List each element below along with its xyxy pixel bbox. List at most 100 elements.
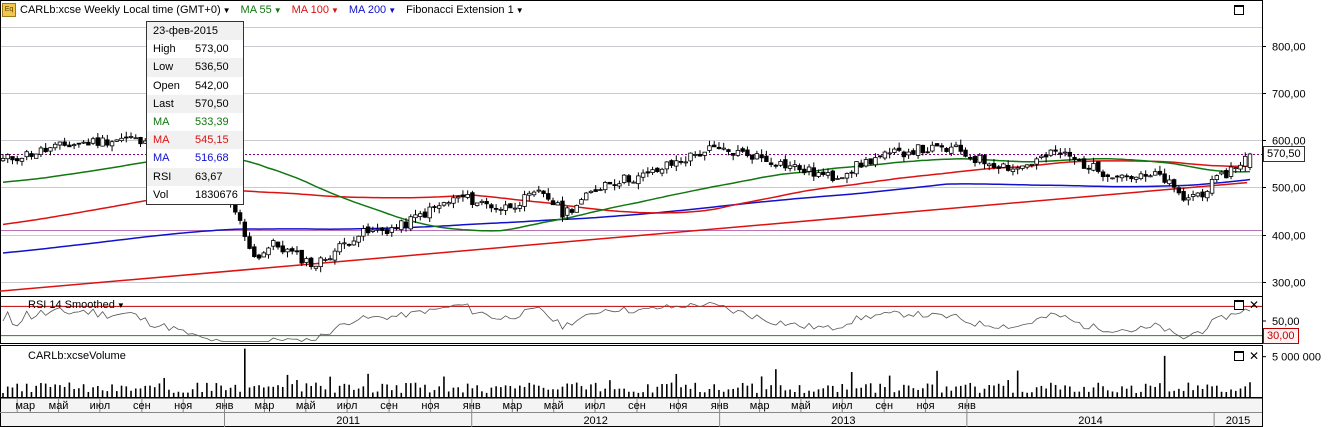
fibonacci-legend[interactable]: Fibonacci Extension 1 ▼ — [406, 4, 524, 16]
candle-body — [1181, 191, 1186, 201]
candle-body — [356, 235, 361, 243]
price-tick-label: 300,00 — [1272, 278, 1306, 290]
info-date: 23-фев-2015 — [147, 22, 243, 41]
info-row: Open 542,00 — [147, 77, 243, 95]
candle-body — [1247, 153, 1253, 168]
price-tick-label: 700,00 — [1272, 89, 1306, 101]
candle-body — [10, 156, 15, 161]
candle-body — [669, 160, 674, 166]
candle-body — [972, 155, 978, 164]
candle-body — [508, 203, 513, 209]
candle-body — [327, 258, 333, 261]
candle-body — [1096, 161, 1101, 172]
close-volume-panel-icon[interactable]: ✕ — [1249, 349, 1260, 363]
month-label: май — [49, 400, 69, 412]
chevron-down-icon: ▼ — [222, 5, 231, 15]
candle-body — [1015, 167, 1020, 170]
info-row: MA 533,39 — [147, 113, 243, 131]
rsi-label: RSI 14 Smoothed — [28, 299, 115, 311]
candle-body — [308, 257, 314, 267]
month-label: мар — [15, 400, 35, 412]
candle-body — [90, 138, 96, 144]
candle-body — [1152, 171, 1158, 176]
maximize-rsi-panel-icon[interactable] — [1234, 300, 1244, 310]
candle-body — [48, 147, 53, 152]
candle-body — [403, 221, 409, 228]
candle-body — [565, 207, 570, 216]
ohlc-info-box: 23-фев-2015 High 573,00 Low 536,50 Open 542,0… — [146, 21, 244, 205]
candle-body — [1086, 167, 1091, 170]
ma100-legend[interactable]: MA 100 ▼ — [292, 4, 339, 16]
ma200-line — [2, 178, 1251, 254]
candle-body — [237, 212, 243, 221]
candle-body — [441, 202, 447, 206]
candle-body — [1091, 163, 1096, 171]
candle-body — [389, 227, 394, 233]
last-price-tag: 570,50 — [1263, 146, 1305, 163]
symbol-selector[interactable]: Eq CARLb:xcse Weekly Local time (GMT+0) … — [2, 3, 231, 17]
candle-body — [849, 171, 854, 174]
candle-body — [1224, 170, 1229, 179]
candle-body — [797, 165, 802, 171]
candle-body — [1214, 175, 1220, 180]
info-row: Low 536,50 — [147, 58, 243, 77]
candle-body — [968, 156, 973, 159]
candle-body — [1034, 158, 1039, 165]
candle-body — [1233, 167, 1238, 169]
info-value: 542,00 — [195, 79, 229, 92]
candle-body — [745, 149, 750, 157]
candle-body — [877, 155, 883, 158]
candle-body — [517, 205, 523, 209]
candle-body — [133, 137, 138, 140]
candle-body — [275, 241, 281, 248]
candle-body — [816, 172, 821, 177]
candle-body — [1077, 159, 1082, 161]
candle-body — [636, 175, 641, 185]
candle-body — [863, 159, 869, 167]
info-value: 1830676 — [195, 188, 238, 201]
candle-body — [626, 175, 632, 183]
candle-body — [1001, 163, 1006, 168]
candle-body — [825, 172, 831, 176]
candle-body — [896, 147, 902, 151]
ma200-legend[interactable]: MA 200 ▼ — [349, 4, 396, 16]
info-key: Low — [153, 61, 174, 74]
candle-body — [1005, 164, 1011, 171]
maximize-price-panel-icon[interactable] — [1234, 5, 1244, 15]
month-label: сен — [133, 400, 151, 412]
candle-body — [432, 206, 437, 208]
ma55-legend[interactable]: MA 55 ▼ — [241, 4, 282, 16]
close-rsi-panel-icon[interactable]: ✕ — [1249, 298, 1260, 312]
candle-body — [285, 248, 290, 253]
year-label: 2013 — [831, 415, 855, 427]
candle-body — [588, 190, 594, 193]
candle-body — [1110, 177, 1115, 180]
candle-body — [1010, 168, 1016, 172]
info-row: MA 545,15 — [147, 131, 243, 150]
info-value: 570,50 — [195, 97, 229, 110]
candle-body — [920, 144, 926, 154]
month-label: сен — [628, 400, 646, 412]
candle-body — [555, 202, 560, 206]
month-label: май — [296, 400, 316, 412]
info-value: 533,39 — [195, 116, 229, 129]
candle-body — [351, 240, 357, 246]
fibonacci-label: Fibonacci Extension 1 — [406, 4, 514, 16]
info-key: MA — [153, 134, 170, 147]
info-value: 545,15 — [195, 134, 229, 147]
candle-body — [607, 181, 613, 185]
candle-body — [645, 171, 651, 174]
candle-body — [977, 154, 982, 163]
candle-body — [479, 200, 485, 203]
candle-body — [1129, 176, 1134, 180]
month-label: янв — [958, 400, 976, 412]
candle-body — [560, 200, 565, 218]
year-label: 2012 — [583, 415, 607, 427]
rsi-legend[interactable]: RSI 14 Smoothed ▼ — [28, 299, 125, 311]
maximize-volume-panel-icon[interactable] — [1234, 351, 1244, 361]
candle-body — [987, 163, 992, 167]
candle-body — [474, 202, 480, 206]
candle-body — [522, 194, 527, 207]
candle-body — [944, 147, 949, 152]
month-label: янв — [463, 400, 481, 412]
